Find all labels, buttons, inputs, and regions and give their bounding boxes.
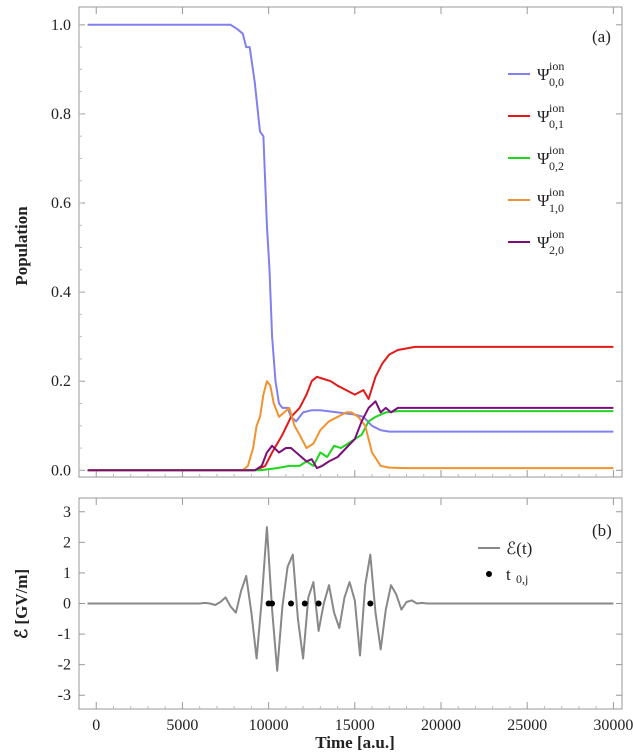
b-marker-point — [269, 600, 276, 607]
b-ytick-label: 3 — [63, 504, 71, 521]
panel-b-x-axis: 0 5000 10000 15000 20000 25000 30000 — [92, 498, 633, 734]
b-xtick-label: 15000 — [335, 717, 375, 734]
b-xtick-label: 5000 — [166, 717, 198, 734]
a-series-line-4 — [87, 400, 614, 472]
b-ytick-label: 0 — [63, 596, 71, 613]
a-legend-label-sub: 0,1 — [549, 117, 564, 131]
b-xtick-label: 25000 — [507, 717, 547, 734]
b-xtick-label: 10000 — [249, 717, 289, 734]
panel-b-field: -3 -2 -1 0 1 2 3 0 5000 10000 15000 20000 25000 3000… — [12, 497, 633, 752]
a-legend-label: Ψ — [537, 107, 550, 126]
panel-b-series — [87, 526, 614, 672]
a-legend-label-sub: 2,0 — [549, 243, 564, 257]
a-legend-label-sup: ion — [549, 59, 564, 73]
a-series-line-3 — [87, 380, 614, 472]
b-ytick-label: -3 — [58, 687, 71, 704]
a-legend-label: Ψ — [537, 149, 550, 168]
a-legend-label-sub: 0,2 — [549, 159, 564, 173]
b-series-line-0 — [87, 526, 614, 672]
a-legend-label: Ψ — [537, 233, 550, 252]
panel-b-legend: ℰ(t) t 0,j — [478, 539, 532, 586]
a-series-line-1 — [87, 345, 614, 472]
b-xtick-label: 0 — [92, 717, 100, 734]
panel-a-series — [87, 23, 614, 472]
panel-b-xlabel: Time [a.u.] — [315, 733, 395, 752]
a-ytick-label: 0.4 — [51, 284, 71, 301]
b-ytick-label: -2 — [58, 657, 71, 674]
b-marker-point — [315, 600, 322, 607]
panel-a-ylabel: Population — [12, 206, 31, 286]
b-legend-label: ℰ(t) — [506, 539, 532, 558]
a-ytick-label: 0.6 — [51, 195, 71, 212]
b-xtick-label: 30000 — [593, 717, 633, 734]
panel-a-y-axis: 0.0 0.2 0.4 0.6 0.8 1.0 — [51, 7, 622, 479]
b-ytick-label: 2 — [63, 534, 71, 551]
a-legend-label: Ψ — [537, 191, 550, 210]
a-legend-label-sup: ion — [549, 101, 564, 115]
a-legend-label-sub: 1,0 — [549, 201, 564, 215]
panel-b-tag: (b) — [592, 521, 612, 540]
b-ytick-label: -1 — [58, 626, 71, 643]
a-legend-label-sup: ion — [549, 185, 564, 199]
panel-b-y-axis: -3 -2 -1 0 1 2 3 — [58, 504, 622, 704]
panel-a-frame — [78, 6, 623, 478]
panel-a-tag: (a) — [592, 27, 611, 46]
b-legend-swatch-marker — [486, 571, 492, 577]
a-series-line-2 — [87, 410, 614, 472]
a-legend-label-sub: 0,0 — [549, 75, 564, 89]
b-marker-point — [367, 600, 374, 607]
a-ytick-label: 1.0 — [51, 17, 71, 34]
b-xtick-label: 20000 — [421, 717, 461, 734]
b-marker-point — [301, 600, 308, 607]
b-ytick-label: 1 — [63, 565, 71, 582]
b-marker-point — [288, 600, 295, 607]
b-legend-label-sub: 0,j — [516, 572, 528, 586]
a-ytick-label: 0.0 — [51, 462, 71, 479]
a-legend-label-sup: ion — [549, 227, 564, 241]
a-legend-label: Ψ — [537, 65, 550, 84]
panel-b-ylabel: ℰ [GV/m] — [12, 569, 31, 639]
a-series-line-0 — [87, 23, 614, 433]
a-ytick-label: 0.2 — [51, 373, 71, 390]
a-legend-label-sup: ion — [549, 143, 564, 157]
a-ytick-label: 0.8 — [51, 106, 71, 123]
b-legend-label: t — [506, 565, 511, 584]
